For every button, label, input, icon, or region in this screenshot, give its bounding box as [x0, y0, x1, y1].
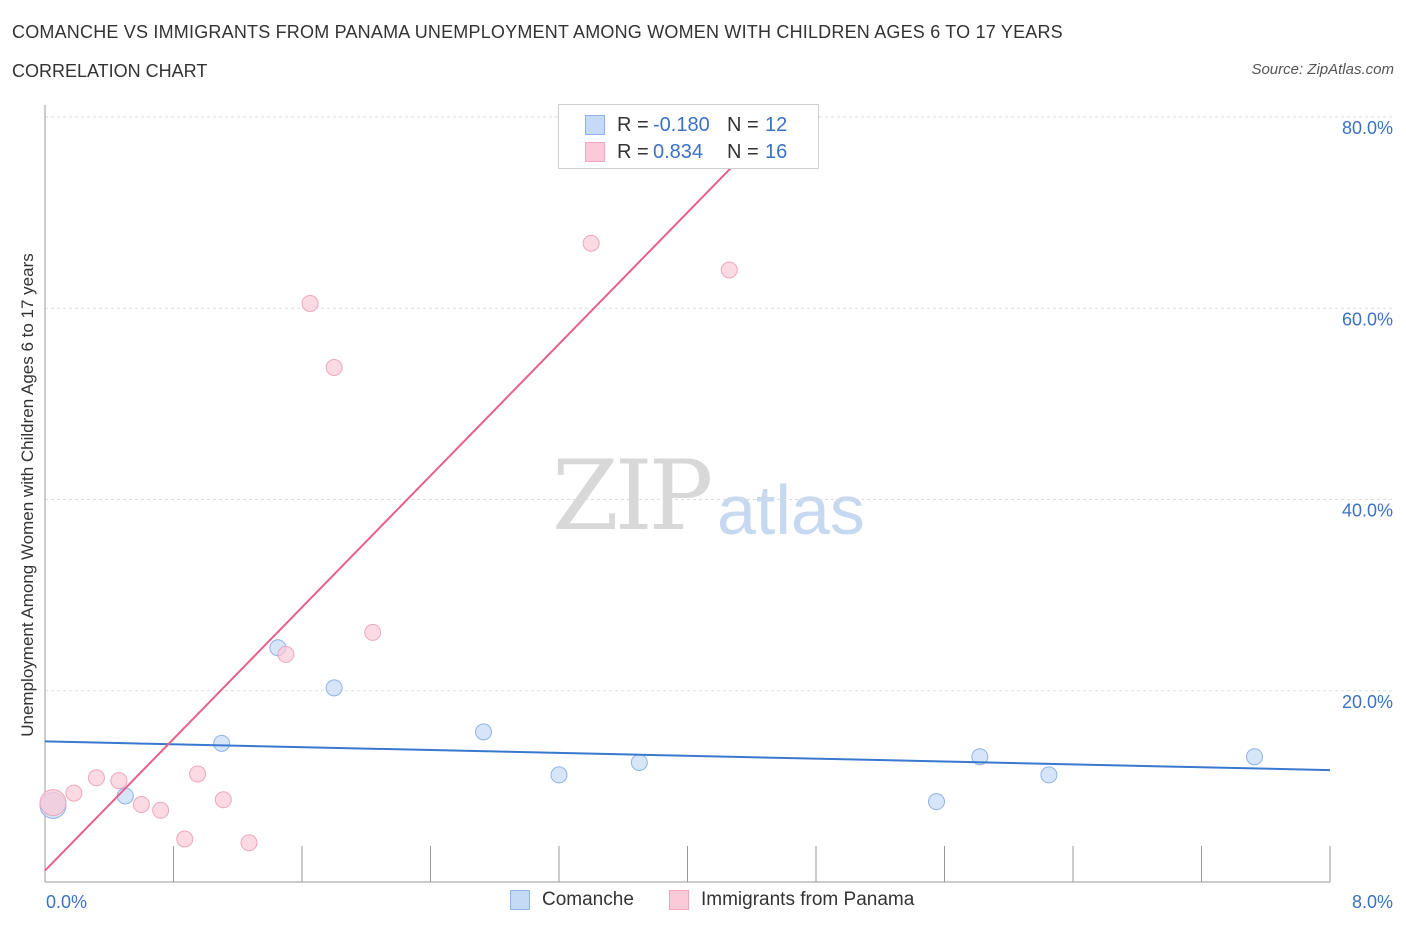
data-point-panama — [364, 623, 382, 641]
n-value: 16 — [765, 140, 788, 163]
legend-swatch-comanche — [585, 115, 605, 135]
data-point-panama — [720, 261, 738, 279]
data-point-panama — [152, 801, 170, 819]
r-value: -0.180 — [653, 113, 710, 136]
data-point-comanche — [116, 787, 134, 805]
data-point-comanche — [475, 723, 493, 741]
watermark-zip: ZIP — [552, 440, 713, 552]
chart-subtitle: CORRELATION CHART — [12, 61, 208, 81]
series-legend: Comanche Immigrants from Panama — [0, 889, 1406, 915]
data-point-panama — [110, 772, 128, 790]
data-point-comanche — [971, 748, 989, 766]
data-point-panama — [87, 769, 105, 787]
watermark-atlas: atlas — [717, 471, 865, 549]
trend-line-comanche — [44, 740, 1331, 772]
data-point-comanche — [550, 766, 568, 784]
source-credit: Source: ZipAtlas.com — [1251, 61, 1394, 78]
trend-line-panama — [44, 116, 782, 872]
data-point-comanche — [1246, 748, 1264, 766]
r-label: R = — [617, 113, 649, 136]
chart-title: COMANCHE VS IMMIGRANTS FROM PANAMA UNEMP… — [12, 22, 1063, 42]
legend-label-comanche: Comanche — [542, 889, 634, 910]
data-point-panama — [189, 765, 207, 783]
y-tick-label: 40.0% — [1342, 501, 1393, 521]
legend-item-comanche[interactable]: Comanche — [510, 889, 634, 911]
data-point-comanche — [630, 753, 648, 771]
legend-row-panama: R = 0.834 N = 16 — [585, 140, 787, 164]
data-point-comanche — [927, 793, 945, 811]
n-label: N = — [727, 140, 759, 163]
y-tick-label: 20.0% — [1342, 692, 1393, 712]
data-point-panama — [214, 791, 232, 809]
data-point-panama — [325, 359, 343, 377]
data-point-comanche — [325, 679, 343, 697]
r-label: R = — [617, 140, 649, 163]
data-point-panama — [301, 294, 319, 312]
y-tick-label: 80.0% — [1342, 118, 1393, 138]
legend-swatch-panama — [585, 142, 605, 162]
data-point-panama — [39, 789, 67, 817]
n-label: N = — [727, 113, 759, 136]
legend-row-comanche: R = -0.180 N = 12 — [585, 113, 787, 137]
data-point-panama — [65, 784, 83, 802]
data-point-comanche — [1040, 766, 1058, 784]
data-point-panama — [240, 834, 258, 852]
x-tick-label-left: 0.0% — [46, 892, 87, 912]
data-point-panama — [132, 796, 150, 814]
r-value: 0.834 — [653, 140, 704, 163]
data-point-comanche — [213, 734, 231, 752]
legend-swatch-panama — [669, 890, 689, 910]
legend-swatch-comanche — [510, 890, 530, 910]
data-point-panama — [582, 234, 600, 252]
y-axis-label: Unemployment Among Women with Children A… — [18, 253, 37, 737]
legend-item-panama[interactable]: Immigrants from Panama — [669, 889, 914, 911]
legend-label-panama: Immigrants from Panama — [701, 889, 915, 910]
y-tick-label: 60.0% — [1342, 309, 1393, 329]
data-point-panama — [176, 830, 194, 848]
correlation-legend: R = -0.180 N = 12 R = 0.834 N = 16 — [558, 104, 819, 169]
n-value: 12 — [765, 113, 788, 136]
x-tick-label-right: 8.0% — [1352, 892, 1393, 912]
data-point-panama — [277, 645, 295, 663]
